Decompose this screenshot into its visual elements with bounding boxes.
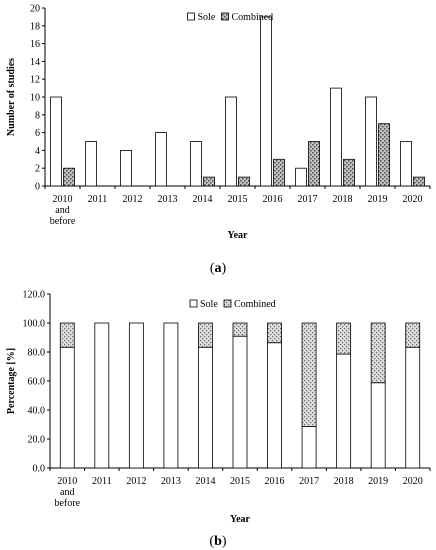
y-axis-title: Percentage [%] [6,348,17,414]
bar-sole [120,149,132,187]
x-tick-label: 2012 [123,194,143,205]
bar-combined [308,141,320,187]
y-tick-label: 0.0 [33,464,46,475]
x-tick-label: 2012 [126,476,146,487]
x-axis-title: Year [230,514,251,525]
x-tick-label: 2018 [334,476,354,487]
x-tick-label: 2020 [403,476,423,487]
legend-label-combined: Combined [234,299,276,310]
x-tick-label: 2013 [158,194,178,205]
y-tick-label: 100.0 [23,319,46,330]
bar-sole [400,141,412,187]
bar-combined [336,322,352,355]
bar-sole [163,322,179,469]
bar-combined [59,322,75,348]
bar-sole [232,335,248,469]
bar-sole [128,322,144,469]
bar-combined [232,322,248,337]
bar-sole [370,382,386,469]
bar-sole [94,322,110,469]
legend-label-sole: Sole [200,299,218,310]
y-tick-label: 12 [30,75,40,86]
y-tick-label: 0 [35,182,40,193]
legend-swatch-combined [223,299,232,308]
x-tick-label: 2014 [193,194,213,205]
x-tick-label: 2016 [265,476,285,487]
x-tick-label: 2019 [368,476,388,487]
bar-sole [267,342,282,469]
bar-combined [63,167,75,187]
x-tick-label: 2013 [161,476,181,487]
legend-swatch-sole [189,299,198,308]
bar-sole [155,132,167,187]
bar-combined [370,322,386,384]
x-tick-label: 2015 [228,194,248,205]
bar-combined [203,176,215,187]
y-tick-label: 20 [30,4,40,15]
x-tick-label: 2016 [263,194,283,205]
bar-sole [365,96,377,187]
legend-label-combined: Combined [232,12,274,23]
legend: Sole Combined [187,12,274,23]
legend-swatch-combined [221,12,229,21]
bar-combined [267,322,282,344]
bar-combined [301,322,317,427]
bar-sole [225,96,237,187]
y-axis-title: Number of studies [6,58,17,136]
chart-b: 0.0 20.0 40.0 60.0 80.0 100.0 120.0 2010 and befo… [6,290,431,549]
x-tick-label: 2017 [298,194,318,205]
x-tick-label: 2010 and before [54,476,80,509]
y-tick-label: 14 [30,57,40,68]
x-tick-label: 2020 [403,194,423,205]
figure-caption: (a) [210,261,227,276]
y-tick-label: 40.0 [28,406,46,417]
x-axis-title: Year [228,230,249,241]
bar-sole [59,346,75,469]
bar-combined [413,176,425,187]
bar-sole [301,426,317,469]
bar-sole [330,87,342,187]
y-tick-label: 16 [30,39,40,50]
y-tick-label: 120.0 [23,290,46,301]
y-tick-label: 2 [35,164,40,175]
y-tick-label: 60.0 [28,377,46,388]
bar-sole [295,167,307,187]
y-tick-label: 80.0 [28,348,46,359]
bar-combined [405,322,421,348]
x-tick-label: 2014 [195,476,215,487]
y-tick-label: 8 [35,110,40,121]
bar-sole [405,346,421,469]
legend: Sole Combined [189,299,276,310]
bar-combined [273,158,285,187]
bar-sole [198,346,213,469]
x-tick-label: 2011 [88,194,108,205]
bar-combined [198,322,213,348]
bar-sole [190,141,202,187]
x-tick-label: 2019 [368,194,388,205]
chart-a: 0 2 4 6 8 10 12 14 16 18 20 2010 and before 2011 2012 20… [6,4,431,276]
bar-sole [260,16,272,187]
x-tick-label: 2010 and before [50,194,76,227]
y-tick-label: 6 [35,128,40,139]
legend-label-sole: Sole [198,12,216,23]
x-tick-label: 2011 [92,476,112,487]
legend-swatch-sole [187,12,195,21]
bar-sole [85,141,97,187]
y-tick-label: 10 [30,93,40,104]
x-tick-label: 2018 [333,194,353,205]
y-tick-label: 4 [35,146,40,157]
y-tick-label: 18 [30,21,40,32]
bar-sole [50,96,62,187]
bar-combined [238,176,250,187]
x-tick-label: 2017 [299,476,319,487]
bar-sole [336,353,352,469]
x-tick-label: 2015 [230,476,250,487]
y-tick-label: 20.0 [28,435,46,446]
figure-caption: (b) [209,534,226,549]
bar-combined [378,123,390,187]
bar-combined [343,158,355,187]
